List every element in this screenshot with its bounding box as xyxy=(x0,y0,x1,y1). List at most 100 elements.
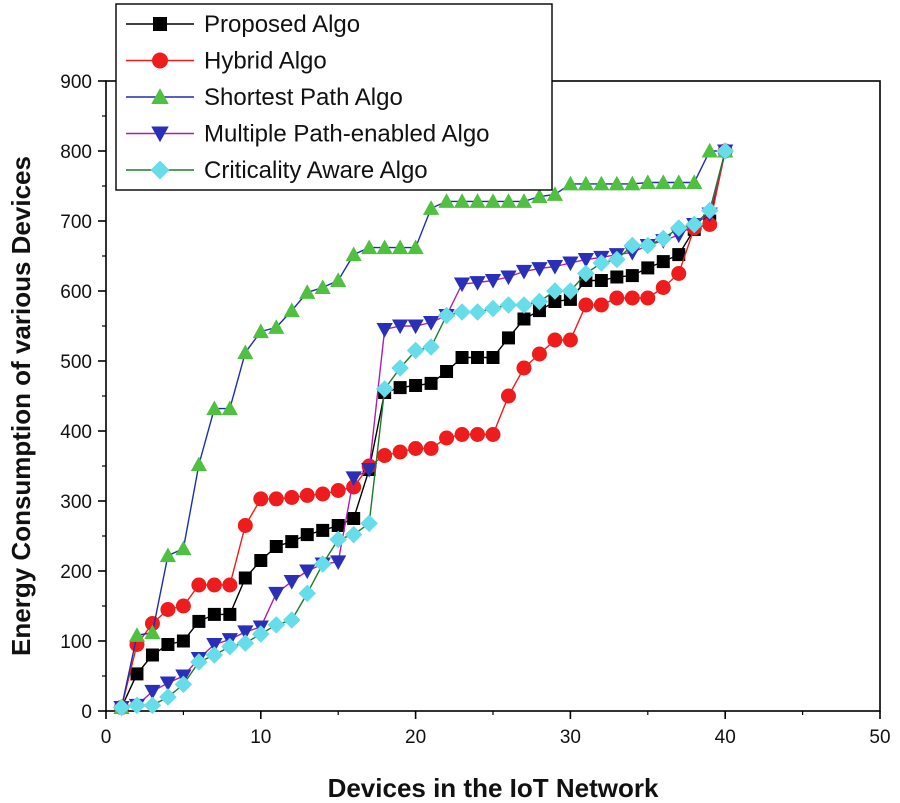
data-point xyxy=(422,200,440,215)
data-point xyxy=(532,304,546,318)
legend-marker xyxy=(151,126,169,143)
data-point xyxy=(269,540,283,553)
data-point xyxy=(254,554,268,567)
data-point xyxy=(285,535,299,549)
data-point xyxy=(408,441,424,456)
data-point xyxy=(517,312,531,326)
data-point xyxy=(176,634,190,648)
data-point xyxy=(237,344,254,360)
y-tick-label: 700 xyxy=(60,212,92,233)
data-point xyxy=(625,269,639,283)
series-line xyxy=(120,150,726,708)
data-point xyxy=(299,564,316,580)
data-point xyxy=(206,638,223,653)
data-point xyxy=(360,514,378,533)
x-axis-title: Devices in the IoT Network xyxy=(328,773,659,803)
data-point xyxy=(670,174,687,189)
data-point xyxy=(437,306,456,325)
data-point xyxy=(470,427,486,442)
data-point xyxy=(236,634,255,652)
data-point xyxy=(593,297,609,313)
y-tick-label: 900 xyxy=(60,72,92,93)
data-point xyxy=(577,175,595,191)
data-point xyxy=(423,441,439,456)
y-tick-label: 100 xyxy=(60,632,92,653)
data-point xyxy=(344,525,363,544)
data-point xyxy=(455,351,469,364)
legend-item: Hybrid Algo xyxy=(126,48,327,75)
series-line xyxy=(121,150,726,709)
data-point xyxy=(283,575,300,590)
data-point xyxy=(546,282,564,300)
data-point xyxy=(206,400,223,416)
data-point xyxy=(439,430,455,446)
data-point xyxy=(546,260,564,275)
data-point xyxy=(594,274,608,287)
data-point xyxy=(424,376,438,390)
data-point xyxy=(221,637,239,656)
data-point xyxy=(609,290,625,306)
data-point xyxy=(192,614,206,628)
data-point xyxy=(548,295,562,308)
data-point xyxy=(500,388,516,404)
data-point xyxy=(391,239,409,255)
data-point xyxy=(471,351,485,364)
legend-item: Multiple Path-enabled Algo xyxy=(126,121,490,148)
data-point xyxy=(484,274,502,289)
data-point xyxy=(330,272,347,287)
data-point xyxy=(144,616,160,631)
data-point xyxy=(516,360,532,376)
data-point xyxy=(375,380,394,398)
data-point xyxy=(454,427,470,442)
data-point xyxy=(300,528,314,542)
data-point xyxy=(143,696,162,715)
data-point xyxy=(531,188,548,203)
data-point xyxy=(672,248,686,262)
legend-item: Shortest Path Algo xyxy=(126,84,403,111)
data-point xyxy=(160,602,176,617)
data-point xyxy=(206,577,222,593)
y-tick-label: 500 xyxy=(60,352,92,373)
data-point xyxy=(391,319,409,335)
data-point xyxy=(205,646,224,664)
data-point xyxy=(716,142,734,160)
data-point xyxy=(238,571,252,585)
legend-marker xyxy=(151,88,169,104)
data-point xyxy=(409,379,423,392)
data-point xyxy=(268,586,285,602)
data-point xyxy=(640,290,656,306)
data-point xyxy=(330,483,346,498)
data-point xyxy=(610,270,624,284)
data-point xyxy=(128,627,146,642)
legend-label: Hybrid Algo xyxy=(204,48,327,75)
data-point xyxy=(499,296,518,314)
data-point xyxy=(207,607,221,621)
series-proposed-algo xyxy=(114,144,732,714)
data-point xyxy=(701,142,718,158)
data-point xyxy=(159,676,177,692)
data-point xyxy=(221,400,238,416)
y-tick-label: 300 xyxy=(60,492,92,513)
data-point xyxy=(592,254,611,272)
data-point xyxy=(700,201,719,220)
data-point xyxy=(252,323,269,339)
y-tick-label: 800 xyxy=(60,142,92,163)
data-point xyxy=(438,193,455,208)
data-point xyxy=(222,577,238,593)
data-point xyxy=(562,332,578,348)
data-point xyxy=(515,264,533,280)
data-point xyxy=(407,319,424,335)
y-axis-title: Energy Consumption of various Devices xyxy=(6,156,36,656)
data-point xyxy=(562,256,579,272)
data-point xyxy=(346,479,362,495)
data-point xyxy=(191,577,207,593)
data-point xyxy=(377,448,393,463)
data-point xyxy=(190,653,208,671)
series-line xyxy=(120,150,726,708)
data-point xyxy=(485,427,501,442)
data-point xyxy=(547,332,563,348)
legend-label: Shortest Path Algo xyxy=(204,84,403,111)
data-point xyxy=(469,276,486,291)
